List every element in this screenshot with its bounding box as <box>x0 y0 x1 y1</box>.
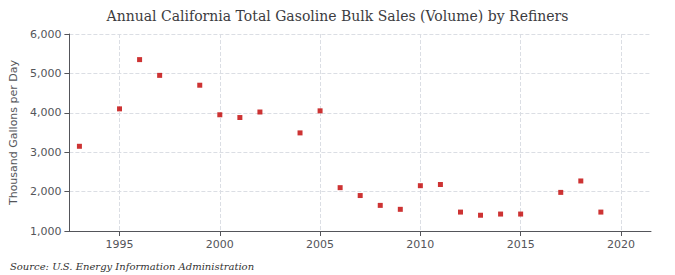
svg-text:2015: 2015 <box>507 238 535 251</box>
svg-text:5,000: 5,000 <box>30 67 62 80</box>
svg-text:2010: 2010 <box>406 238 434 251</box>
svg-text:2020: 2020 <box>607 238 635 251</box>
svg-text:1995: 1995 <box>106 238 134 251</box>
svg-text:Source: U.S. Energy Informatio: Source: U.S. Energy Information Administ… <box>10 261 254 272</box>
svg-text:4,000: 4,000 <box>30 106 62 119</box>
svg-text:2000: 2000 <box>206 238 234 251</box>
svg-text:2,000: 2,000 <box>30 185 62 198</box>
svg-text:3,000: 3,000 <box>30 146 62 159</box>
svg-text:2005: 2005 <box>306 238 334 251</box>
svg-text:1,000: 1,000 <box>30 225 62 238</box>
svg-text:Thousand Gallons per Day: Thousand Gallons per Day <box>7 59 20 206</box>
svg-text:Annual California Total Gasoli: Annual California Total Gasoline Bulk Sa… <box>106 8 569 24</box>
svg-text:6,000: 6,000 <box>30 28 62 41</box>
